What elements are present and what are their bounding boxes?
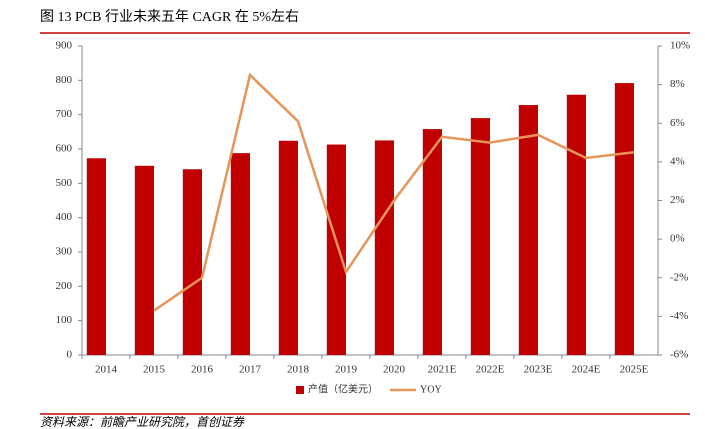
x-tick-label: 2023E (524, 364, 553, 376)
source: 资料来源：前瞻产业研究院，首创证券 (40, 415, 245, 429)
chart-title: 图 13 PCB 行业未来五年 CAGR 在 5%左右 (40, 9, 299, 25)
y-tick-label: 100 (56, 314, 73, 326)
x-tick-label: 2024E (572, 364, 601, 376)
y-tick-label: 400 (56, 211, 73, 223)
legend-label: YOY (420, 384, 442, 395)
legend-swatch (296, 386, 304, 394)
bar (230, 153, 250, 355)
y2-tick-label: -2% (670, 271, 688, 283)
y2-tick-label: -6% (670, 349, 688, 361)
bar (278, 140, 298, 355)
line (153, 72, 635, 312)
y-tick-label: 900 (56, 40, 73, 52)
y2-tick-label: -4% (670, 310, 688, 322)
x-tick-label: 2021E (428, 364, 457, 376)
bar (134, 165, 154, 355)
y-tick-label: 300 (56, 246, 73, 258)
bar (422, 129, 442, 355)
x-tick-label: 2022E (476, 364, 505, 376)
bar (518, 105, 538, 355)
x-tick-label: 2015 (143, 364, 166, 376)
bar (86, 158, 106, 355)
y-tick-label: 0 (67, 349, 73, 361)
y2-tick-label: 8% (670, 78, 685, 90)
bar (470, 118, 490, 355)
y-tick-label: 200 (56, 280, 73, 292)
bar (326, 144, 346, 355)
y-tick-label: 600 (56, 143, 73, 155)
y-tick-label: 800 (56, 74, 73, 86)
y2-tick-label: 0% (670, 233, 685, 245)
y2-tick-label: 2% (670, 194, 685, 206)
bar (374, 140, 394, 355)
x-tick-label: 2018 (287, 364, 310, 376)
y-tick-label: 700 (56, 108, 73, 120)
x-tick-label: 2014 (95, 364, 118, 376)
y2-tick-label: 4% (670, 155, 685, 167)
bar (182, 169, 202, 355)
x-tick-label: 2025E (620, 364, 649, 376)
x-tick-label: 2020 (383, 364, 406, 376)
x-tick-label: 2016 (191, 364, 214, 376)
x-tick-label: 2019 (335, 364, 358, 376)
bar (614, 83, 634, 355)
legend-label: 产值（亿美元） (308, 382, 378, 395)
bar (566, 94, 586, 356)
y2-tick-label: 10% (670, 40, 690, 52)
y2-tick-label: 6% (670, 117, 685, 129)
y-tick-label: 500 (56, 177, 73, 189)
x-tick-label: 2017 (239, 364, 262, 376)
